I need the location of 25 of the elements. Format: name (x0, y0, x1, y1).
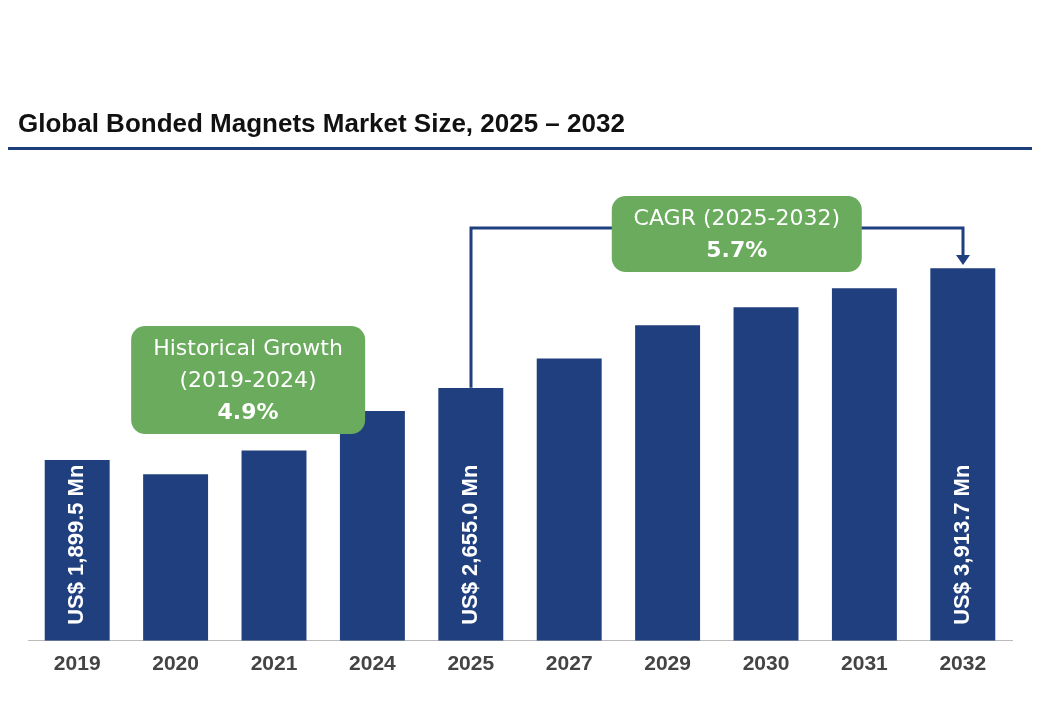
x-tick-label: 2019 (53, 651, 101, 675)
data-label: US$ 3,913.7 Mn (948, 464, 974, 625)
data-label: US$ 1,899.5 Mn (63, 464, 89, 625)
bar (635, 325, 701, 641)
x-tick-label: 2029 (644, 651, 691, 675)
chart-title: Global Bonded Magnets Market Size, 2025 – 2032 (8, 8, 1032, 150)
annotation: Historical Growth (2019-2024) 4.9% (153, 334, 343, 426)
data-label: US$ 2,655.0 Mn (456, 464, 482, 625)
x-tick-label: 2021 (250, 651, 298, 675)
bar (930, 268, 996, 641)
x-tick-label: 2030 (742, 651, 790, 675)
text: CAGR (2025-2032) 5.7% (633, 204, 841, 265)
bar (143, 474, 209, 641)
x-tick-label: 2024 (349, 651, 397, 675)
x-tick-label: 2020 (152, 651, 199, 675)
x-tick-label: 2032 (939, 651, 987, 675)
x-tick-label: 2031 (841, 651, 889, 675)
bar (438, 388, 504, 641)
bar (241, 450, 307, 641)
x-tick-label: 2027 (545, 651, 593, 675)
bar (733, 307, 799, 641)
bar (831, 288, 897, 641)
bar (339, 410, 405, 641)
x-tick-label: 2025 (447, 651, 495, 675)
bar (536, 358, 602, 641)
